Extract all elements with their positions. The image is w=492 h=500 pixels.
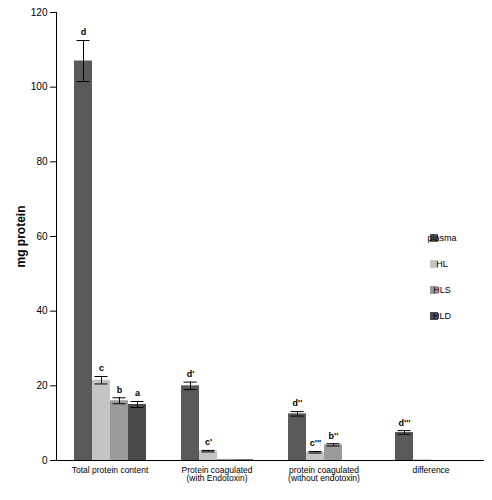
- svg-text:100: 100: [31, 81, 48, 92]
- svg-text:d: d: [81, 27, 87, 37]
- svg-text:b: b: [117, 385, 123, 395]
- svg-text:Total protein content: Total protein content: [72, 465, 149, 475]
- svg-text:a: a: [135, 388, 141, 398]
- svg-text:d'': d'': [293, 398, 303, 408]
- svg-text:plasma: plasma: [427, 233, 456, 243]
- svg-text:HL: HL: [436, 259, 448, 269]
- svg-text:0: 0: [42, 455, 48, 466]
- svg-text:c''': c''': [310, 438, 321, 448]
- svg-text:60: 60: [36, 231, 48, 242]
- svg-text:mg protein: mg protein: [14, 206, 28, 268]
- svg-text:b'': b'': [329, 431, 339, 441]
- svg-text:Protein coagulated(with Endoto: Protein coagulated(with Endotoxin): [182, 465, 253, 484]
- svg-text:HLD: HLD: [433, 311, 452, 321]
- svg-text:20: 20: [36, 380, 48, 391]
- svg-text:protein coagulated(without end: protein coagulated(without endotoxin): [288, 465, 360, 484]
- svg-text:c': c': [205, 437, 212, 447]
- svg-text:40: 40: [36, 305, 48, 316]
- svg-text:d': d': [187, 369, 195, 379]
- svg-text:d''': d''': [399, 418, 411, 428]
- svg-text:80: 80: [36, 156, 48, 167]
- svg-text:120: 120: [31, 7, 48, 18]
- svg-text:difference: difference: [412, 465, 449, 475]
- svg-text:c: c: [99, 363, 104, 373]
- svg-text:HLS: HLS: [433, 285, 451, 295]
